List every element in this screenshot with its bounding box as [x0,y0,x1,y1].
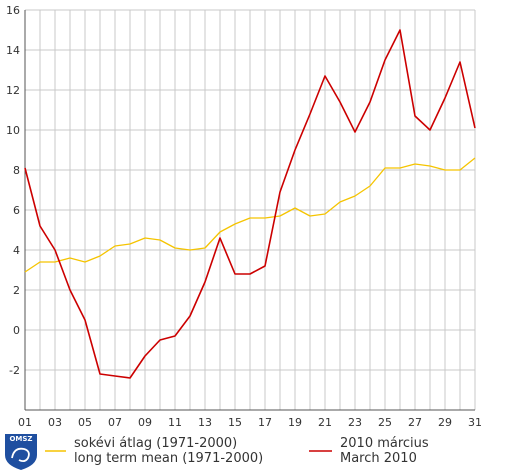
x-tick-label: 25 [378,416,392,429]
legend-item-long-term-mean: sokévi átlag (1971-2000) long term mean … [45,436,263,466]
x-tick-label: 03 [48,416,62,429]
omsz-logo-text: OMSZ [9,435,32,443]
legend: sokévi átlag (1971-2000) long term mean … [45,436,429,466]
legend-label-march-2010-en: March 2010 [340,451,417,466]
x-tick-label: 05 [78,416,92,429]
x-tick-label: 21 [318,416,332,429]
omsz-shield-icon [5,434,37,470]
y-tick-label: 10 [6,124,20,137]
y-tick-label: 16 [6,4,20,17]
x-tick-label: 09 [138,416,152,429]
y-tick-label: 0 [13,324,20,337]
series-line-long-term-mean [24,157,476,273]
y-tick-label: -2 [9,364,20,377]
x-tick-label: 19 [288,416,302,429]
omsz-logo: OMSZ [5,434,37,470]
axes [24,10,475,411]
x-tick-label: 13 [198,416,212,429]
legend-item-march-2010: 2010 március March 2010 [309,436,429,466]
y-tick-labels: -2 0 2 4 6 8 10 12 14 16 [6,4,20,377]
x-tick-label: 31 [468,416,482,429]
x-tick-label: 17 [258,416,272,429]
y-tick-label: 4 [13,244,20,257]
x-tick-labels: 01 03 05 07 09 11 13 15 17 19 21 23 25 27 29 31 [18,416,482,429]
x-tick-label: 27 [408,416,422,429]
x-tick-label: 29 [438,416,452,429]
legend-label-long-term-mean-hu: sokévi átlag (1971-2000) [74,436,237,451]
x-tick-label: 01 [18,416,32,429]
legend-label-long-term-mean-en: long term mean (1971-2000) [74,451,263,466]
grid-lines [24,9,476,411]
y-tick-label: 8 [13,164,20,177]
series-line-march-2010 [24,29,476,379]
x-tick-label: 11 [168,416,182,429]
x-tick-label: 23 [348,416,362,429]
y-tick-label: 2 [13,284,20,297]
x-tick-label: 15 [228,416,242,429]
y-tick-label: 14 [6,44,20,57]
legend-label-march-2010-hu: 2010 március [340,436,429,451]
series-lines [24,29,476,379]
x-tick-label: 07 [108,416,122,429]
y-tick-label: 12 [6,84,20,97]
y-tick-label: 6 [13,204,20,217]
omsz-swirl-icon [11,447,30,463]
